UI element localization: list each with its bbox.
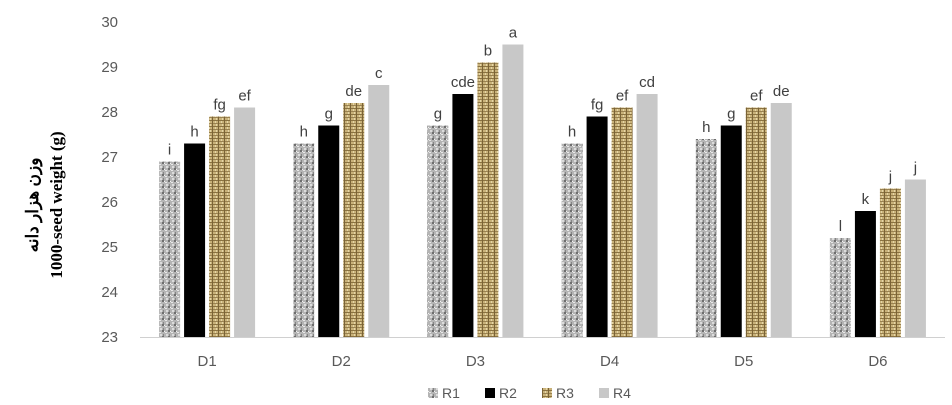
bar-r2-d6 [854,211,876,337]
bar-r4-d1 [234,107,256,337]
bar-r4-d2 [368,85,390,337]
category-label: D2 [332,353,351,370]
bar-r2-d5 [720,125,742,337]
category-label: D5 [734,353,753,370]
significance-letter: cd [639,74,655,91]
bar-r1-d4 [561,143,583,337]
significance-letter: fg [591,97,604,114]
significance-letter: k [862,191,870,208]
bar-r4-d5 [770,103,792,337]
y-axis-title: 1000-seed weight (g) [47,131,66,278]
legend-label: R3 [556,385,574,401]
legend-swatch-r4 [599,388,609,398]
bar-r1-d6 [829,238,851,337]
category-labels: D1 D2 D3 D4 D5 D6 [197,353,887,370]
bar-r1-d3 [427,125,449,337]
bar-r4-d4 [636,94,658,337]
bar-r2-d4 [586,116,608,337]
significance-letter: b [484,43,492,60]
significance-letter: ef [238,88,251,105]
bar-r3-d5 [745,107,767,337]
legend-swatch-r3 [542,388,552,398]
bar-r1-d1 [159,161,181,337]
significance-letter: h [300,124,308,141]
y-tick-label: 23 [101,329,118,346]
bars [159,44,926,337]
significance-letter: de [773,83,790,100]
bar-r3-d4 [611,107,633,337]
bar-r1-d2 [293,143,315,337]
category-label: D1 [197,353,216,370]
y-tick-label: 30 [101,14,118,31]
legend-label: R1 [442,385,460,401]
bar-r3-d1 [209,116,231,337]
bar-r3-d6 [879,188,901,337]
bar-r4-d3 [502,44,524,337]
y-tick-label: 27 [101,149,118,166]
bar-r3-d3 [477,62,499,337]
legend-label: R2 [499,385,517,401]
significance-letter: ef [750,88,763,105]
significance-letter: c [375,65,383,82]
y-axis-title-fa: وزن هزار دانه [23,158,43,253]
significance-letter: h [568,124,576,141]
y-tick-label: 25 [101,239,118,256]
significance-letter: cde [451,74,475,91]
significance-letter: a [509,25,518,42]
significance-letter: de [345,83,362,100]
bar-r4-d6 [904,179,926,337]
significance-letter: h [702,119,710,136]
bar-r2-d3 [452,94,474,337]
significance-letter: j [888,169,892,186]
category-label: D3 [466,353,485,370]
significance-letter: g [325,106,333,123]
category-label: D4 [600,353,619,370]
significance-letter: h [190,124,198,141]
legend-swatch-r1 [428,388,438,398]
y-tick-label: 29 [101,59,118,76]
bar-r3-d2 [343,103,365,337]
category-label: D6 [868,353,887,370]
significance-letter: g [434,106,442,123]
bar-r1-d5 [695,139,717,337]
bar-r2-d1 [184,143,206,337]
bar-r2-d2 [318,125,340,337]
legend-swatch-r2 [485,388,495,398]
significance-letter: i [168,142,171,159]
y-tick-label: 26 [101,194,118,211]
y-tick-label: 24 [101,284,118,301]
significance-letter: g [727,106,735,123]
significance-letter: fg [213,97,226,114]
y-tick-label: 28 [101,104,118,121]
legend-label: R4 [613,385,631,401]
significance-letter: ef [616,88,629,105]
significance-letter: j [913,160,917,177]
legend: R1 R2 R3 R4 [428,385,631,401]
y-axis-ticks: 23 24 25 26 27 28 29 30 [101,14,118,346]
significance-letter: l [839,218,842,235]
